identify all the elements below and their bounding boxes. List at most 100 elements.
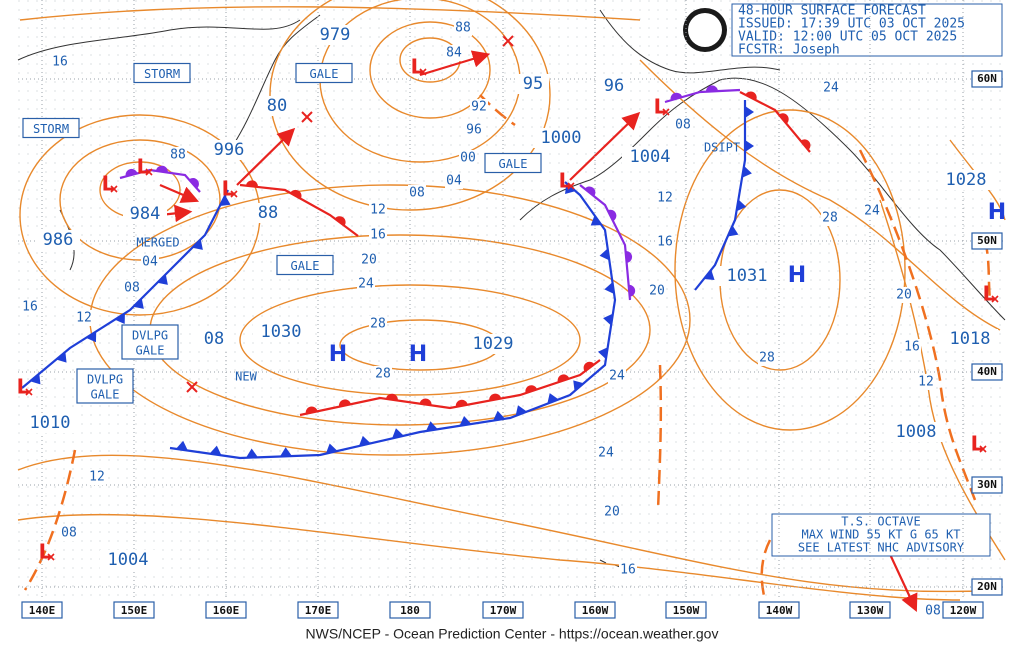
low-marker: L <box>559 169 572 193</box>
front-symbol <box>358 435 371 447</box>
label-bg <box>445 173 463 189</box>
isobar-label: 24 <box>609 369 625 384</box>
front-line <box>299 359 601 417</box>
label-bg <box>597 445 615 461</box>
center-pressure: 1028 <box>946 170 987 190</box>
high-marker: H <box>409 342 427 367</box>
front-line <box>21 189 229 389</box>
low-x <box>991 295 999 303</box>
longitude-label: 150E <box>121 604 148 617</box>
front-symbol <box>727 225 739 237</box>
front-symbol <box>670 92 683 101</box>
front-symbol <box>604 282 615 295</box>
front-symbol <box>525 385 538 394</box>
label-bg <box>252 203 284 223</box>
warning-text: GALE <box>136 344 165 358</box>
front-symbol <box>419 398 432 406</box>
longitude-label: 160E <box>213 604 240 617</box>
latitude-label: 20N <box>977 580 997 593</box>
center-pressure: 1004 <box>108 550 149 570</box>
center-pressure: 1008 <box>896 422 937 442</box>
header-line: FCSTR: Joseph <box>738 43 840 58</box>
label-bg <box>648 283 666 299</box>
center-pressure: 1031 <box>727 266 768 286</box>
label-bg <box>369 227 387 243</box>
longitude-box <box>205 601 247 619</box>
low-x <box>419 68 427 76</box>
warning-box <box>121 324 179 360</box>
isobar-label: 08 <box>409 186 425 201</box>
label-bg <box>88 469 106 485</box>
label-bg <box>863 203 881 219</box>
isobar-label: 28 <box>370 317 386 332</box>
front-symbol <box>209 445 222 456</box>
label-bg <box>758 350 776 366</box>
isobar-label: 08 <box>925 604 941 619</box>
center-pressure: 80 <box>267 96 287 116</box>
front-symbol <box>573 380 584 392</box>
front-symbol <box>565 183 576 194</box>
isobar-label: 96 <box>466 123 482 138</box>
header-line: VALID: 12:00 UTC 05 OCT 2025 <box>738 30 957 45</box>
front-symbol <box>599 248 610 261</box>
center-pressure: 08 <box>204 329 224 349</box>
low-x <box>662 108 670 116</box>
label-bg <box>369 202 387 218</box>
front-symbol <box>515 405 527 416</box>
advisory-line: MAX WIND 55 KT G 65 KT <box>802 528 961 542</box>
label-bg <box>888 422 944 442</box>
longitude-box <box>942 601 984 619</box>
isobar-label: 16 <box>22 300 38 315</box>
front-symbol <box>736 199 747 212</box>
troughs <box>23 94 992 601</box>
warning-box <box>295 62 353 84</box>
center-pressure: 979 <box>320 25 351 45</box>
longitude-box <box>297 601 339 619</box>
latitude-box <box>971 232 1003 250</box>
label-bg <box>533 128 589 148</box>
warning-text: DVLPG <box>87 373 123 387</box>
front-symbol <box>703 269 715 280</box>
latitude-box <box>971 363 1003 381</box>
advisory-line: SEE LATEST NHC ADVISORY <box>798 541 965 555</box>
isobar-label: 24 <box>864 204 880 219</box>
front-symbol <box>489 393 502 401</box>
advisory-box <box>771 513 991 557</box>
label-bg <box>674 117 692 133</box>
label-bg <box>821 210 839 226</box>
isobar-label: 12 <box>370 203 386 218</box>
isobar-label: 20 <box>649 284 665 299</box>
warning-text: DVLPG <box>132 329 168 343</box>
longitude-label: 170E <box>305 604 332 617</box>
latitude-label: 60N <box>977 72 997 85</box>
label-bg <box>938 170 994 190</box>
front-symbol <box>245 180 258 187</box>
front-symbol <box>338 399 351 407</box>
front-symbol <box>625 250 633 263</box>
front-symbol <box>188 177 199 189</box>
isobar-label: 24 <box>358 277 374 292</box>
isobar-label: 88 <box>455 21 471 36</box>
isobar-label: 12 <box>89 470 105 485</box>
longitude-label: 150W <box>673 604 700 617</box>
warning-box <box>22 117 80 139</box>
center-pressure: 96 <box>604 76 624 96</box>
isobar-label: 20 <box>604 505 620 520</box>
front-symbol <box>392 428 404 439</box>
warning-box <box>76 368 134 404</box>
low-x <box>567 182 575 190</box>
isobar-label: 24 <box>823 81 839 96</box>
warning-text: GALE <box>291 259 320 273</box>
front-symbol <box>459 416 472 426</box>
footer: NWS/NCEP - Ocean Prediction Center - htt… <box>306 626 719 642</box>
header-line: ISSUED: 17:39 UTC 03 OCT 2025 <box>738 17 965 32</box>
center-pressure: 95 <box>523 74 543 94</box>
front-symbol <box>30 373 41 385</box>
header-box <box>731 3 1003 57</box>
front-symbol <box>628 284 636 297</box>
low-marker: L <box>17 375 30 399</box>
front-symbol <box>607 209 617 222</box>
front-symbol <box>547 393 559 404</box>
warning-box <box>133 62 191 84</box>
